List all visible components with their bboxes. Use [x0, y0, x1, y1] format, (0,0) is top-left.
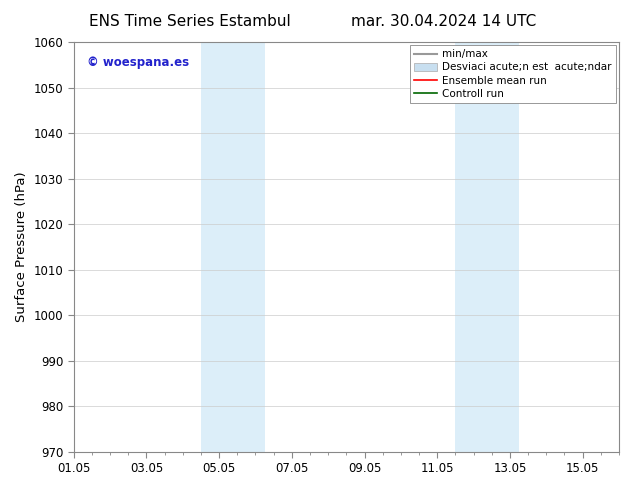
Y-axis label: Surface Pressure (hPa): Surface Pressure (hPa) — [15, 172, 28, 322]
Bar — [201, 42, 264, 452]
Text: © woespana.es: © woespana.es — [87, 56, 190, 70]
Text: ENS Time Series Estambul: ENS Time Series Estambul — [89, 14, 291, 29]
Legend: min/max, Desviaci acute;n est  acute;ndar, Ensemble mean run, Controll run: min/max, Desviaci acute;n est acute;ndar… — [410, 45, 616, 103]
Bar — [455, 42, 519, 452]
Text: mar. 30.04.2024 14 UTC: mar. 30.04.2024 14 UTC — [351, 14, 536, 29]
